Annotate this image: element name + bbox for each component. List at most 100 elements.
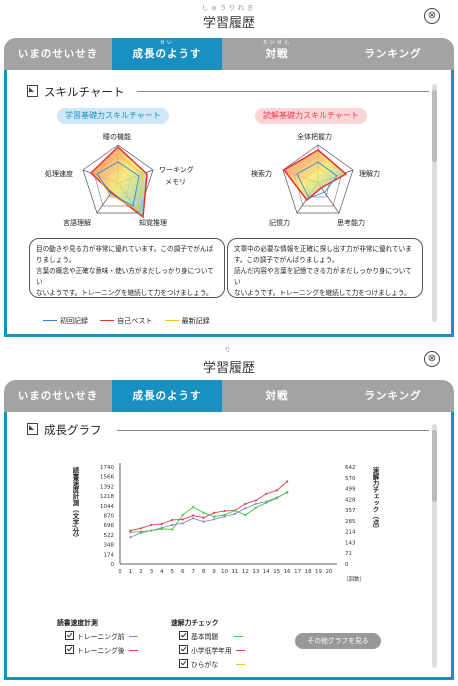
- x-tick-label: 9: [212, 569, 216, 575]
- data-point: [212, 515, 216, 518]
- left-radar-chart: [82, 144, 354, 219]
- scrollbar-thumb[interactable]: [432, 90, 437, 162]
- y2-tick-label: 143: [345, 540, 356, 546]
- data-point: [223, 509, 226, 513]
- y-tick-label: 870: [104, 514, 115, 520]
- tab-growth[interactable]: 成長のようす: [112, 380, 222, 412]
- checkbox-basic[interactable]: 基本問題: [179, 631, 244, 641]
- axis-label: 思考能力: [337, 219, 365, 227]
- data-point: [223, 513, 226, 517]
- checkbox-after[interactable]: トレーニング後: [65, 645, 138, 655]
- left-comment-bubble: 目の動きや見る力が非常に優れています。この調子でがんば りましょう。 言葉の概念や…: [29, 238, 225, 298]
- checkbox-lower-grade[interactable]: 小学低学年用: [179, 645, 245, 655]
- data-point: [202, 516, 205, 519]
- growth-line-chart: 0174348522696870104412181392156617400711…: [71, 463, 380, 583]
- data-point: [244, 507, 247, 510]
- axis-label: メモリ: [165, 178, 186, 186]
- page-title: 学習履歴: [202, 361, 255, 376]
- checkbox-icon[interactable]: [179, 659, 188, 668]
- x-tick-label: 8: [202, 569, 206, 575]
- checkbox-hiragana[interactable]: ひらがな: [179, 659, 246, 669]
- group1-title: 読書速度計測: [57, 619, 98, 627]
- y2-tick-label: 570: [345, 476, 356, 482]
- x-tick-label: 16: [284, 569, 291, 575]
- data-point: [275, 489, 278, 492]
- x-tick-label: 2: [139, 569, 143, 575]
- data-point: [150, 529, 153, 532]
- y2-axis-label: 速解力チェック（点）: [371, 466, 380, 532]
- data-point: [192, 506, 195, 509]
- axis-label: 全体把握力: [297, 133, 332, 141]
- content-area: 成長グラフ 0 174 348 522 696 870 1044 1218 1392 1566 17…: [4, 412, 454, 680]
- data-point: [254, 499, 257, 502]
- data-point: [265, 492, 268, 495]
- title-ruby: り: [224, 347, 234, 354]
- data-point: [202, 520, 205, 523]
- data-point: [254, 502, 257, 505]
- tab-bar: いまのせいせき せい 成長のようす たいせん 対戦 ランキング: [4, 38, 454, 70]
- x-tick-label: 13: [252, 569, 259, 575]
- axis-label: ワーキング: [159, 166, 194, 174]
- x-tick-label: 12: [242, 569, 249, 575]
- section-heading: スキルチャート: [27, 84, 124, 100]
- tab-current-score[interactable]: いまのせいせき: [17, 390, 99, 402]
- tab-battle[interactable]: 対戦: [265, 390, 289, 402]
- y2-tick-label: 357: [345, 508, 356, 514]
- legend-best: 自己ベスト: [100, 316, 152, 326]
- group2-title: 速解力チェック: [171, 619, 219, 627]
- chart-icon: [27, 85, 38, 97]
- tab-battle[interactable]: たいせん 対戦: [262, 40, 291, 60]
- axis-label: 言語理解: [63, 219, 91, 227]
- close-icon[interactable]: ⊗: [424, 351, 440, 367]
- x-tick-label: 5: [171, 569, 175, 575]
- y-tick-label: 1392: [100, 484, 114, 490]
- x-axis-label: （回数）: [343, 575, 365, 583]
- skill-chart-panel: しゅうりれき 学習履歴 ⊗ いまのせいせき せい 成長のようす たいせん 対戦 ラン…: [0, 0, 458, 343]
- series-line: [130, 481, 288, 531]
- axis-label: 理解力: [359, 170, 380, 178]
- scrollbar[interactable]: [432, 84, 437, 322]
- x-tick-label: 4: [160, 569, 164, 575]
- tab-growth[interactable]: せい 成長のようす: [112, 38, 222, 70]
- data-point: [129, 536, 132, 539]
- divider: [137, 91, 429, 92]
- checkbox-icon[interactable]: [179, 631, 188, 640]
- y-tick-label: 348: [104, 543, 115, 549]
- data-point: [139, 530, 142, 533]
- more-graphs-button[interactable]: その他グラフを見る: [295, 633, 381, 649]
- y-tick-label: 1218: [100, 494, 114, 500]
- checkbox-icon[interactable]: [65, 645, 74, 654]
- y2-tick-label: 499: [345, 487, 356, 493]
- tab-ranking[interactable]: ランキング: [364, 390, 422, 402]
- axis-label: 知覚推理: [139, 219, 167, 227]
- data-point: [275, 497, 278, 500]
- y2-tick-label: 71: [345, 551, 352, 557]
- x-tick-label: 0: [118, 569, 122, 575]
- content-area: スキルチャート 学習基礎力スキルチャート 読解基礎力スキルチャート: [4, 70, 454, 337]
- axis-label: 瞳の機能: [103, 133, 131, 141]
- x-tick-label: 19: [315, 569, 322, 575]
- tab-ranking[interactable]: ランキング: [364, 48, 422, 60]
- legend-first: 初回記録: [43, 316, 88, 326]
- divider: [117, 430, 429, 431]
- data-point: [181, 522, 184, 525]
- scrollbar-thumb[interactable]: [432, 430, 437, 502]
- close-icon[interactable]: ⊗: [424, 8, 440, 24]
- checkbox-icon[interactable]: [65, 631, 74, 640]
- scrollbar[interactable]: [432, 424, 437, 668]
- x-tick-label: 6: [181, 569, 185, 575]
- checkbox-icon[interactable]: [179, 645, 188, 654]
- x-tick-label: 1: [129, 569, 133, 575]
- graph-icon: [27, 423, 38, 435]
- checkbox-before[interactable]: トレーニング前: [65, 631, 138, 641]
- data-point: [192, 517, 195, 520]
- tab-current-score[interactable]: いまのせいせき: [17, 48, 99, 60]
- growth-graph-panel: り 学習履歴 ⊗ いまのせいせき 成長のようす 対戦 ランキング 成長グラフ 0…: [0, 343, 458, 686]
- axis-label: 検索力: [251, 170, 272, 178]
- chart-legend: 初回記録 自己ベスト 最新記録: [43, 316, 220, 326]
- y-tick-label: 1566: [100, 475, 114, 481]
- data-point: [160, 522, 163, 525]
- y-tick-label: 174: [104, 552, 115, 558]
- left-chart-title: 学習基礎力スキルチャート: [57, 108, 169, 124]
- axis-label: 記憶力: [269, 219, 290, 227]
